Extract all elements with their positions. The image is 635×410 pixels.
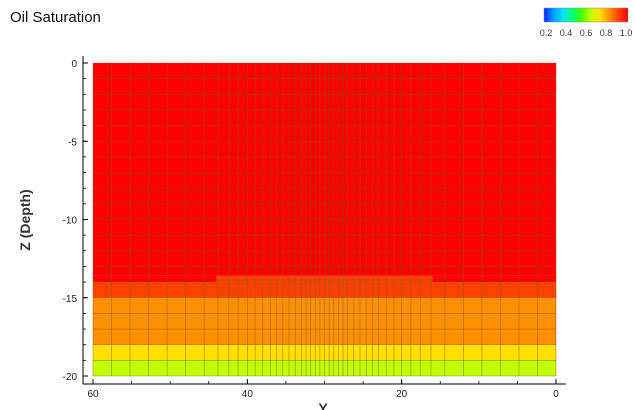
colorbar-tick-label: 0.2 [540, 28, 553, 38]
y-axis-title: Z (Depth) [17, 189, 33, 250]
axes: 60 40 20 0 0 -5 -10 -15 -20 [63, 56, 566, 400]
y-tick-label: 0 [71, 59, 77, 70]
grid-lines [92, 62, 557, 377]
x-tick-label: 60 [87, 389, 99, 400]
y-tick-label: -5 [68, 137, 77, 148]
x-tick-label: 40 [242, 389, 254, 400]
colorbar-tick-label: 1.0 [620, 28, 633, 38]
y-tick-label: -15 [63, 294, 78, 305]
colorbar-tick-label: 0.8 [600, 28, 613, 38]
y-tick-label: -10 [63, 216, 78, 227]
heatmap-cell [93, 275, 217, 283]
x-tick-label: 20 [396, 389, 408, 400]
heatmap-cell [432, 275, 556, 283]
colorbar-tick-label: 0.6 [580, 28, 593, 38]
x-tick-label: 0 [553, 389, 559, 400]
y-tick-label: -20 [63, 372, 78, 383]
colorbar: 0.2 0.4 0.6 0.8 1.0 [540, 7, 633, 38]
colorbar-gradient [543, 7, 629, 23]
x-axis-title: Y [318, 400, 328, 410]
colorbar-tick-label: 0.4 [560, 28, 573, 38]
chart-title: Oil Saturation [10, 9, 101, 26]
